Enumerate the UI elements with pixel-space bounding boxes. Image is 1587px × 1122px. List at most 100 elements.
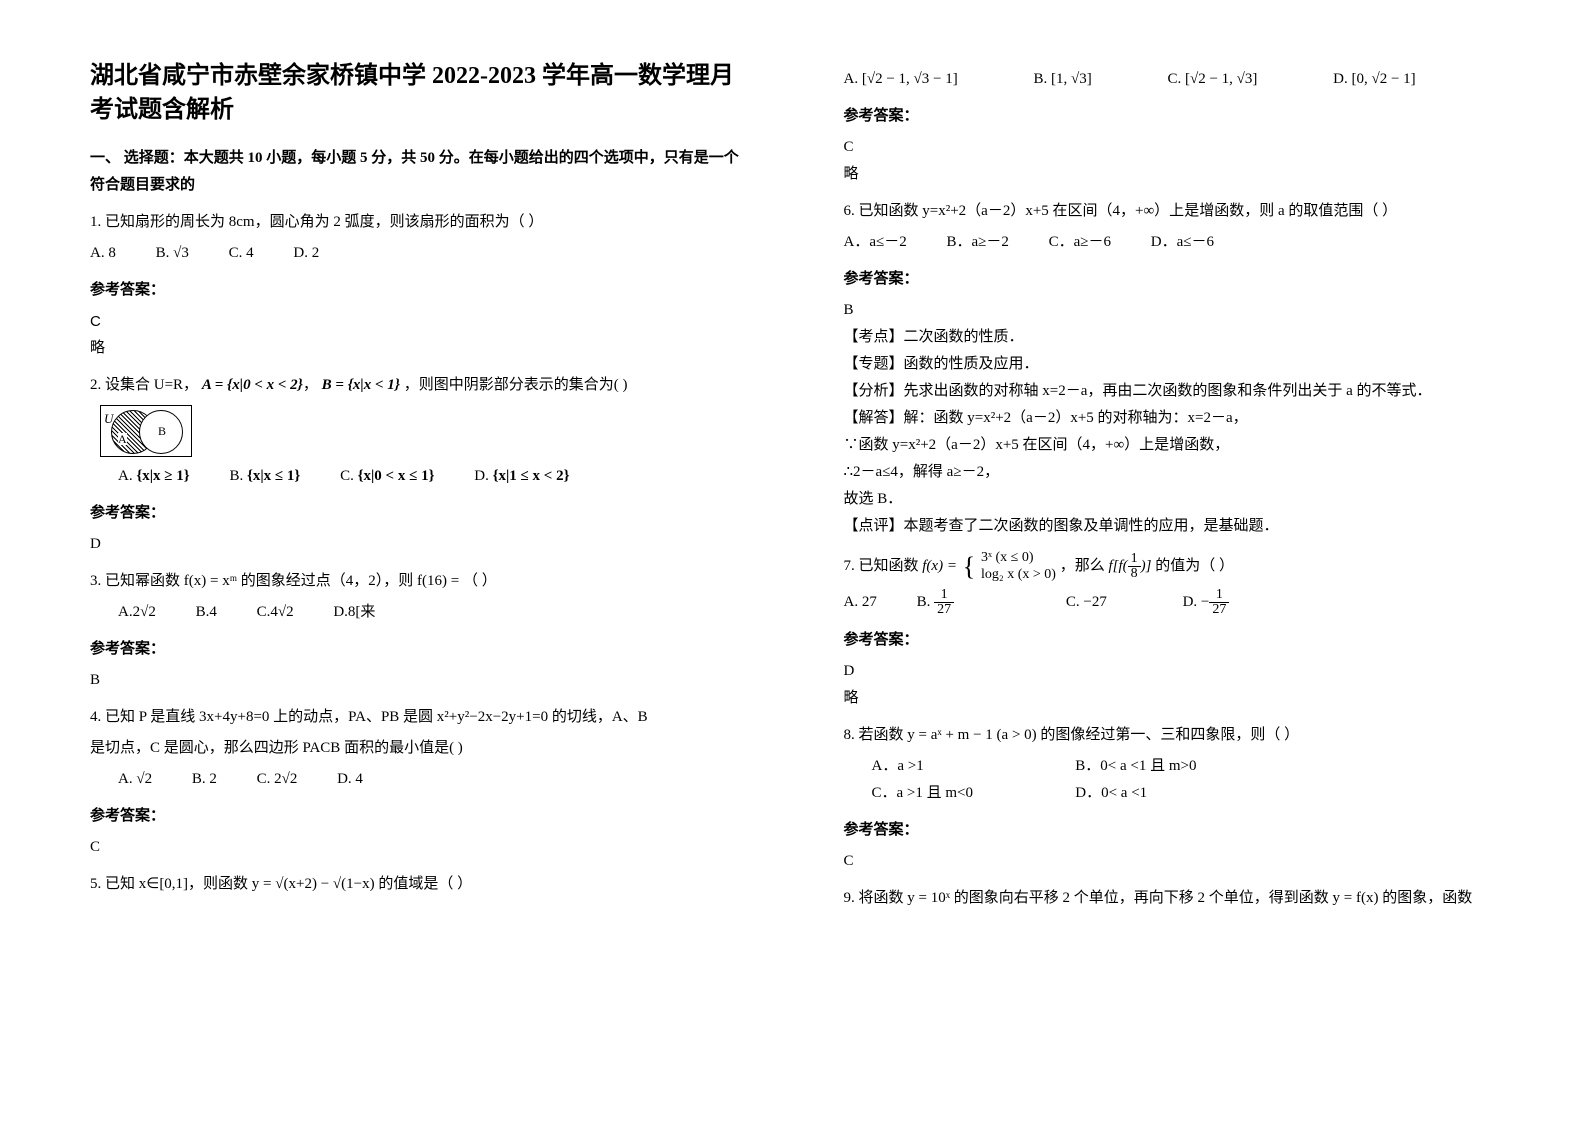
- q2-opt-b: B. {x|x ≤ 1}: [229, 463, 300, 490]
- q7-pre: 7. 已知函数: [844, 558, 919, 574]
- q6-opt-b: B．a≥－2: [946, 229, 1008, 256]
- frac-num: 1: [1128, 552, 1141, 567]
- venn-diagram: U A B: [100, 405, 192, 457]
- left-column: 湖北省咸宁市赤壁余家桥镇中学 2022-2023 学年高一数学理月考试题含解析 …: [0, 0, 794, 1122]
- q8-opt-a: A．a >1: [872, 753, 1072, 780]
- q5-opt-d: D. [0, √2 − 1]: [1333, 66, 1452, 93]
- q7-ff: f[f(: [1108, 558, 1127, 574]
- venn-a-label: A: [118, 433, 127, 445]
- q8-stem: 8. 若函数 y = aˣ + m − 1 (a > 0) 的图像经过第一、三和…: [844, 722, 1498, 749]
- q5-opt-c: C. [√2 − 1, √3]: [1167, 66, 1293, 93]
- q5-ans: C: [844, 134, 1498, 161]
- q8-tail: 的图像经过第一、三和四象限，则（ ）: [1040, 727, 1299, 743]
- q4-stem-line1: 4. 已知 P 是直线 3x+4y+8=0 上的动点，PA、PB 是圆 x²+y…: [90, 704, 744, 731]
- q7-opt-d: D. −127: [1183, 588, 1302, 617]
- q3-opt-c: C.4√2: [257, 599, 294, 626]
- q7-pw1: 3ˣ (x ≤ 0): [981, 550, 1056, 567]
- q5-note: 略: [844, 161, 1498, 188]
- q5-opt-a: A. [√2 − 1, √3 − 1]: [844, 66, 994, 93]
- q2-stem: 2. 设集合 U=R， A = {x|0 < x < 2}， B = {x|x …: [90, 372, 744, 399]
- q2-setB: B = {x|x < 1}: [322, 377, 400, 393]
- q2-opt-a: A. {x|x ≥ 1}: [118, 463, 190, 490]
- q2-ref: 参考答案：: [90, 500, 744, 527]
- q6-kp: 【考点】二次函数的性质．: [844, 324, 1498, 351]
- q6-jd1: 【解答】解：函数 y=x²+2（a－2）x+5 的对称轴为：x=2－a，: [844, 405, 1498, 432]
- q7-pw2: log₂ x (x > 0): [981, 567, 1056, 584]
- venn-b-label: B: [158, 425, 166, 437]
- q7-stem: 7. 已知函数 f(x) = { 3ˣ (x ≤ 0) log₂ x (x > …: [844, 550, 1498, 584]
- q3-opt-a: A.2√2: [118, 599, 156, 626]
- q5-ref: 参考答案：: [844, 103, 1498, 130]
- q7-ref: 参考答案：: [844, 627, 1498, 654]
- q1-opt-c: C. 4: [229, 240, 254, 267]
- q8-ref: 参考答案：: [844, 817, 1498, 844]
- q3-opt-b: B.4: [196, 599, 217, 626]
- q2-tail: ，则图中阴影部分表示的集合为( ): [404, 377, 628, 393]
- q2-pre: 2. 设集合 U=R，: [90, 377, 198, 393]
- q2-ans: D: [90, 531, 744, 558]
- q7-opt-b: B. 127: [917, 588, 1027, 617]
- q2-options: A. {x|x ≥ 1} B. {x|x ≤ 1} C. {x|0 < x ≤ …: [118, 463, 744, 490]
- q7-mid: ，那么: [1060, 558, 1105, 574]
- q4-ans: C: [90, 834, 744, 861]
- q1-opt-a: A. 8: [90, 240, 116, 267]
- q7-note: 略: [844, 685, 1498, 712]
- q7-fx: f(x) =: [922, 558, 957, 574]
- q8-opt-b: B．0< a <1 且 m>0: [1075, 758, 1196, 774]
- q4-opt-c: C. 2√2: [257, 766, 298, 793]
- q6-jd4: 故选 B．: [844, 486, 1498, 513]
- q9-stem: 9. 将函数 y = 10ˣ 的图象向右平移 2 个单位，再向下移 2 个单位，…: [844, 885, 1498, 912]
- q1-stem: 1. 已知扇形的周长为 8cm，圆心角为 2 弧度，则该扇形的面积为（ ）: [90, 209, 744, 236]
- q4-opt-b: B. 2: [192, 766, 217, 793]
- q6-options: A．a≤－2 B．a≥－2 C．a≥－6 D．a≤－6: [844, 229, 1498, 256]
- q1-ans: C: [90, 308, 744, 335]
- q4-stem-line2: 是切点，C 是圆心，那么四边形 PACB 面积的最小值是( ): [90, 735, 744, 762]
- q1-options: A. 8 B. √3 C. 4 D. 2: [90, 240, 744, 267]
- q7-ans: D: [844, 658, 1498, 685]
- q8-ans: C: [844, 848, 1498, 875]
- q2-opt-c: C. {x|0 < x ≤ 1}: [340, 463, 434, 490]
- q4-opt-d: D. 4: [337, 766, 363, 793]
- section-1-head: 一、 选择题：本大题共 10 小题，每小题 5 分，共 50 分。在每小题给出的…: [90, 145, 744, 199]
- brace-icon: {: [963, 554, 975, 580]
- q1-opt-d: D. 2: [293, 240, 319, 267]
- q4-ref: 参考答案：: [90, 803, 744, 830]
- q6-jd2: ∵函数 y=x²+2（a－2）x+5 在区间（4，+∞）上是增函数，: [844, 432, 1498, 459]
- q4-opt-a: A. √2: [118, 766, 152, 793]
- q6-ans: B: [844, 297, 1498, 324]
- q6-opt-d: D．a≤－6: [1151, 229, 1214, 256]
- q8-opt-c: C．a >1 且 m<0: [872, 780, 1072, 807]
- q6-fx: 【分析】先求出函数的对称轴 x=2－a，再由二次函数的图象和条件列出关于 a 的…: [844, 378, 1498, 405]
- q2-setA: A = {x|0 < x < 2}: [202, 377, 303, 393]
- venn-circle-b: B: [139, 410, 183, 454]
- q6-dp: 【点评】本题考查了二次函数的图象及单调性的应用，是基础题．: [844, 513, 1498, 540]
- q5-options: A. [√2 − 1, √3 − 1] B. [1, √3] C. [√2 − …: [844, 66, 1498, 93]
- q3-opt-d: D.8[来: [333, 599, 375, 626]
- q8-options-row2: C．a >1 且 m<0 D．0< a <1: [872, 780, 1498, 807]
- q1-ref: 参考答案：: [90, 277, 744, 304]
- doc-title: 湖北省咸宁市赤壁余家桥镇中学 2022-2023 学年高一数学理月考试题含解析: [90, 60, 744, 127]
- q5-stem: 5. 已知 x∈[0,1]，则函数 y = √(x+2) − √(1−x) 的值…: [90, 871, 744, 898]
- q1-opt-b: B. √3: [156, 240, 189, 267]
- q3-ref: 参考答案：: [90, 636, 744, 663]
- q6-opt-a: A．a≤－2: [844, 229, 907, 256]
- q6-stem: 6. 已知函数 y=x²+2（a－2）x+5 在区间（4，+∞）上是增函数，则 …: [844, 198, 1498, 225]
- q2-opt-d: D. {x|1 ≤ x < 2}: [474, 463, 569, 490]
- q7-opt-a: A. 27: [844, 589, 877, 616]
- q3-options: A.2√2 B.4 C.4√2 D.8[来: [118, 599, 744, 626]
- q7-options: A. 27 B. 127 C. −27 D. −127: [844, 588, 1498, 617]
- q7-frac: 18: [1128, 552, 1141, 581]
- q4-options: A. √2 B. 2 C. 2√2 D. 4: [118, 766, 744, 793]
- q6-ref: 参考答案：: [844, 266, 1498, 293]
- q6-zt: 【专题】函数的性质及应用．: [844, 351, 1498, 378]
- q8-pre: 8. 若函数 y = aˣ + m − 1 (a > 0): [844, 727, 1037, 743]
- q8-opt-d: D．0< a <1: [1075, 785, 1147, 801]
- q3-stem: 3. 已知幂函数 f(x) = xᵐ 的图象经过点（4，2），则 f(16) =…: [90, 568, 744, 595]
- frac-den: 8: [1128, 567, 1141, 581]
- q7-opt-c: C. −27: [1066, 589, 1143, 616]
- q8-options-row1: A．a >1 B．0< a <1 且 m>0: [872, 753, 1498, 780]
- right-column: A. [√2 − 1, √3 − 1] B. [1, √3] C. [√2 − …: [794, 0, 1587, 1122]
- q5-opt-b: B. [1, √3]: [1033, 66, 1127, 93]
- q1-note: 略: [90, 335, 744, 362]
- q7-piecewise: 3ˣ (x ≤ 0) log₂ x (x > 0): [981, 550, 1056, 584]
